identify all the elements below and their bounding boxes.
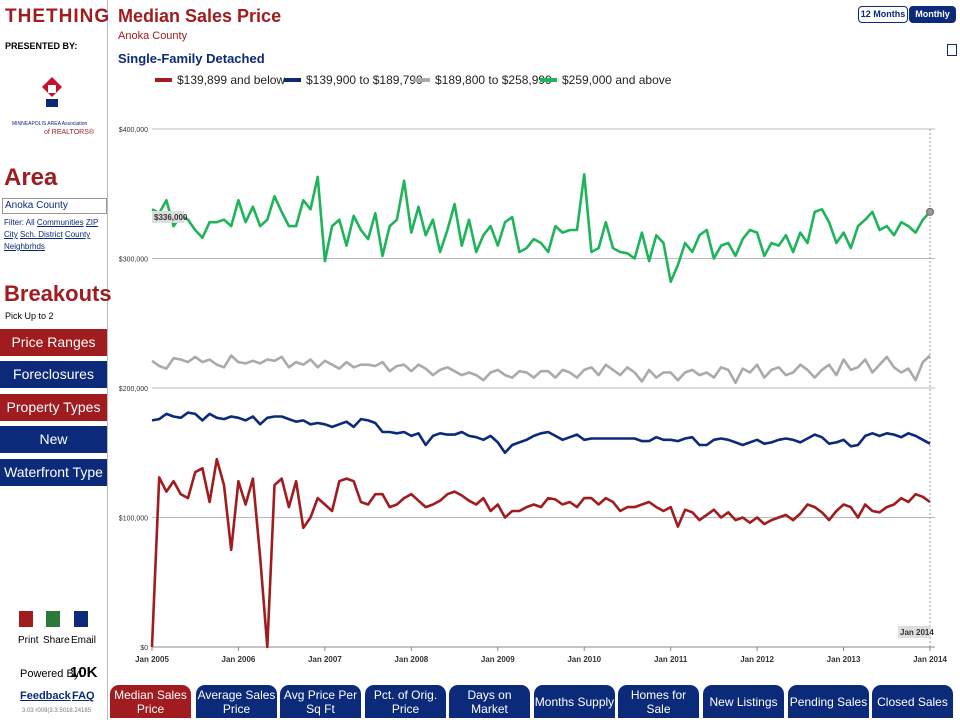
- filter-link[interactable]: ZIP: [85, 218, 99, 227]
- metric-tab[interactable]: Median Sales Price: [110, 685, 191, 718]
- y-tick-label: $100,000: [119, 516, 148, 523]
- legend-label: $139,899 and below: [177, 73, 285, 87]
- action-label[interactable]: Print: [18, 635, 39, 646]
- filter-link[interactable]: Neighbrhds: [4, 242, 45, 251]
- y-tick-label: $0: [140, 645, 148, 652]
- series-line: [151, 173, 931, 284]
- breakout-button[interactable]: New Construction: [0, 426, 107, 474]
- breakouts-heading: Breakouts: [4, 281, 112, 306]
- filter-all[interactable]: All: [25, 218, 35, 227]
- powered-logo: 10K: [70, 664, 98, 681]
- powered-by: Powered By:: [20, 668, 83, 680]
- brand[interactable]: THETHING: [5, 6, 111, 27]
- metric-tab[interactable]: Avg Price Per Sq Ft: [280, 685, 361, 718]
- legend-label: $259,000 and above: [562, 73, 672, 87]
- x-tick-label: Jan 2008: [394, 655, 428, 664]
- x-tick-label: Jan 2014: [913, 655, 947, 664]
- x-tick-label: Jan 2012: [740, 655, 774, 664]
- page-subtitle: Anoka County: [118, 30, 188, 42]
- logo-icon: [42, 77, 62, 107]
- breakout-button[interactable]: Foreclosures: [0, 361, 107, 389]
- breakout-button[interactable]: Waterfront Type: [0, 459, 107, 487]
- tooltip-value: $336,000: [154, 213, 188, 222]
- series-line: [151, 354, 931, 385]
- metric-tab[interactable]: Homes for Sale: [618, 685, 699, 718]
- action-label[interactable]: Email: [71, 635, 97, 646]
- filter-link[interactable]: Sch. District: [20, 230, 63, 239]
- x-tick-label: Jan 2011: [654, 655, 688, 664]
- metric-tab[interactable]: Closed Sales: [872, 685, 953, 718]
- version: 3.03 r009(3.3.5018.24185: [22, 708, 92, 714]
- email-icon[interactable]: [74, 611, 88, 627]
- filter-link[interactable]: Communities: [36, 218, 84, 227]
- filter-link[interactable]: County: [64, 230, 91, 239]
- area-input[interactable]: Anoka County: [2, 198, 107, 214]
- metric-tab[interactable]: Average Sales Price: [196, 685, 277, 718]
- metric-tab[interactable]: Pending Sales: [788, 685, 869, 718]
- breakout-button[interactable]: Price Ranges: [0, 329, 107, 357]
- view-button[interactable]: 12 Months: [858, 6, 908, 23]
- metric-tab[interactable]: Months Supply: [534, 685, 615, 718]
- area-heading: Area: [4, 164, 58, 191]
- logo-text: MINNEAPOLIS AREA Association: [12, 121, 88, 127]
- print-icon[interactable]: [19, 611, 33, 627]
- x-tick-label: Jan 2010: [567, 655, 601, 664]
- share-icon[interactable]: [46, 611, 60, 627]
- legend-label: $139,900 to $189,799: [306, 73, 423, 87]
- breakouts-hint: Pick Up to 2: [5, 311, 54, 321]
- filter-link[interactable]: City: [4, 230, 18, 239]
- x-tick-label: Jan 2006: [222, 655, 256, 664]
- page-title: Median Sales Price: [118, 6, 282, 26]
- metric-tab[interactable]: New Listings: [703, 685, 784, 718]
- presented-by: PRESENTED BY:: [5, 41, 78, 51]
- logo-text: of REALTORS®: [44, 129, 95, 136]
- x-tick-label: Jan 2013: [827, 655, 861, 664]
- metric-tab[interactable]: Days on Market: [449, 685, 530, 718]
- feedback-link[interactable]: Feedback: [20, 690, 71, 702]
- x-tick-label: Jan 2007: [308, 655, 342, 664]
- x-tick-label: Jan 2009: [481, 655, 515, 664]
- filter-label: Filter:: [4, 218, 24, 227]
- action-label[interactable]: Share: [43, 635, 70, 646]
- breakout-button[interactable]: Property Types: [0, 394, 107, 422]
- y-tick-label: $400,000: [119, 127, 148, 134]
- y-tick-label: $300,000: [119, 257, 148, 264]
- view-button[interactable]: Monthly: [909, 6, 956, 23]
- legend-label: $189,800 to $258,999: [435, 73, 552, 87]
- series-line: [151, 411, 931, 455]
- series-line: [150, 457, 931, 649]
- filters: Filter: All Communities ZIP City Sch. Di…: [4, 217, 106, 253]
- x-tick-label: Jan 2005: [135, 655, 169, 664]
- tooltip-box: [898, 626, 931, 638]
- tooltip-date: Jan 2014: [900, 628, 934, 637]
- export-icon[interactable]: [947, 44, 957, 56]
- tooltip-box: [152, 211, 184, 223]
- chart-subtitle: Single-Family Detached: [118, 51, 265, 66]
- sidebar: THETHING PRESENTED BY: MINNEAPOLIS AREA …: [0, 0, 112, 720]
- y-tick-label: $200,000: [119, 386, 148, 393]
- hover-marker: [926, 207, 934, 216]
- metric-tab[interactable]: Pct. of Orig. Price: [365, 685, 446, 718]
- faq-link[interactable]: FAQ: [72, 690, 95, 702]
